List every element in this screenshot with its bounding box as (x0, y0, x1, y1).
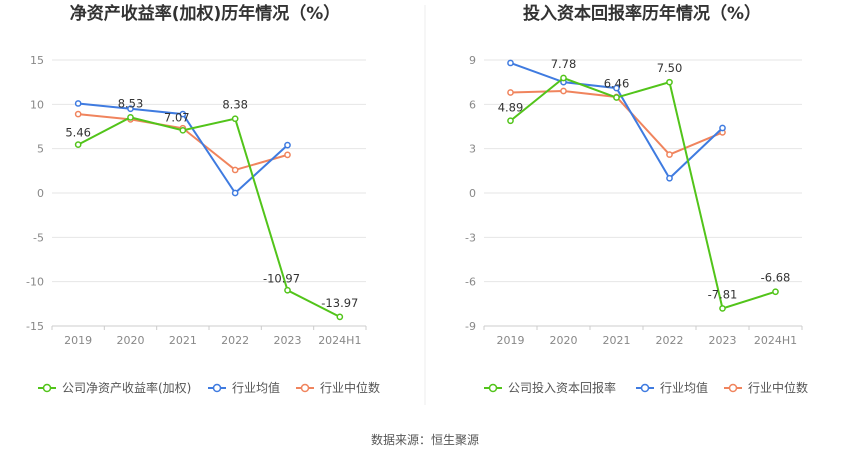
legend-item: 行业均值 (208, 380, 280, 395)
data-point (507, 117, 514, 125)
data-point (179, 126, 187, 134)
data-point (74, 141, 82, 148)
y-tick-label: 15 (30, 54, 44, 67)
data-label: 7.50 (657, 61, 683, 75)
x-tick-label: 2021 (603, 334, 631, 347)
x-tick-label: 2023 (709, 334, 737, 347)
data-point (666, 151, 673, 158)
data-point (231, 115, 239, 123)
data-point (507, 59, 514, 67)
data-point (772, 288, 779, 296)
data-point (560, 87, 567, 95)
data-point (127, 114, 134, 121)
x-tick-label: 2019 (64, 334, 92, 347)
x-tick-label: 2023 (274, 334, 302, 347)
data-label: -6.68 (761, 271, 791, 285)
legend-label: 行业中位数 (320, 380, 380, 395)
data-point (613, 84, 620, 92)
data-point (231, 189, 239, 197)
x-tick-label: 2020 (550, 334, 578, 347)
data-point (74, 110, 82, 118)
data-label: -10.97 (263, 271, 300, 285)
x-tick-label: 2022 (221, 334, 249, 347)
data-label: 4.89 (498, 101, 524, 115)
legend-item: 公司净资产收益率(加权) (38, 380, 191, 395)
chart-title: 投入资本回报率历年情况（%） (523, 3, 761, 24)
data-point (284, 141, 291, 149)
data-point (666, 174, 673, 182)
data-point (284, 151, 291, 159)
data-label: -13.97 (321, 296, 358, 310)
legend-marker (640, 383, 650, 393)
x-tick-label: 2020 (117, 334, 145, 347)
data-point (231, 166, 239, 174)
legend-label: 行业中位数 (748, 380, 808, 395)
x-tick-label: 2022 (656, 334, 684, 347)
data-point (613, 94, 620, 101)
data-point (336, 313, 344, 321)
data-label: 7.07 (164, 110, 190, 124)
data-point (284, 286, 291, 294)
data-label: 7.78 (551, 57, 577, 71)
data-point (74, 100, 82, 107)
data-label: 5.46 (65, 126, 91, 140)
y-tick-label: 3 (469, 143, 476, 156)
y-tick-label: 6 (469, 98, 476, 111)
y-tick-label: -3 (465, 231, 476, 244)
y-tick-label: -15 (26, 320, 44, 333)
data-point (560, 74, 567, 82)
data-point (719, 305, 726, 312)
data-source-text: 数据来源：恒生聚源 (371, 432, 479, 447)
legend-label: 行业均值 (232, 380, 280, 395)
legend-marker (728, 383, 738, 393)
y-tick-label: -6 (465, 276, 476, 289)
series-line (77, 116, 341, 318)
data-point (507, 89, 514, 96)
chart-2: 投入资本回报率历年情况（%） 9 6 3 0 -3 -6 -9 2019 2020 2021 2022… (465, 3, 808, 395)
series-line (509, 76, 776, 310)
legend-item: 行业中位数 (724, 380, 808, 395)
legend-marker (212, 383, 222, 393)
data-point (719, 124, 726, 132)
data-label: -7.81 (708, 287, 738, 301)
data-point (127, 105, 134, 113)
x-tick-label: 2024H1 (318, 334, 361, 347)
legend-item: 行业均值 (636, 380, 708, 395)
data-label: 8.53 (118, 96, 144, 110)
data-label: 8.38 (222, 98, 248, 112)
y-tick-label: 0 (469, 187, 476, 200)
x-tick-label: 2019 (497, 334, 525, 347)
y-tick-label: 10 (30, 98, 44, 111)
data-label: 6.46 (604, 77, 630, 91)
legend-label: 公司净资产收益率(加权) (62, 380, 191, 395)
legend-label: 公司投入资本回报率 (508, 380, 616, 395)
legend-marker (42, 383, 52, 393)
legend-label: 行业均值 (660, 380, 708, 395)
y-tick-label: 0 (37, 187, 44, 200)
y-tick-label: -9 (465, 320, 476, 333)
y-tick-label: -10 (26, 276, 44, 289)
data-point (179, 110, 187, 118)
x-tick-label: 2024H1 (754, 334, 797, 347)
legend-marker (488, 383, 498, 393)
y-tick-label: 9 (469, 54, 476, 67)
y-tick-label: -5 (33, 231, 44, 244)
chart-title: 净资产收益率(加权)历年情况（%） (70, 3, 341, 24)
chart-1: 净资产收益率(加权)历年情况（%） 15 10 5 0 -5 -10 -15 2019 2020 2… (26, 3, 380, 395)
x-tick-label: 2021 (169, 334, 197, 347)
legend-item: 公司投入资本回报率 (484, 380, 616, 395)
y-tick-label: 5 (37, 143, 44, 156)
legend-item: 行业中位数 (296, 380, 380, 395)
legend-marker (300, 383, 310, 393)
data-point (666, 78, 673, 86)
